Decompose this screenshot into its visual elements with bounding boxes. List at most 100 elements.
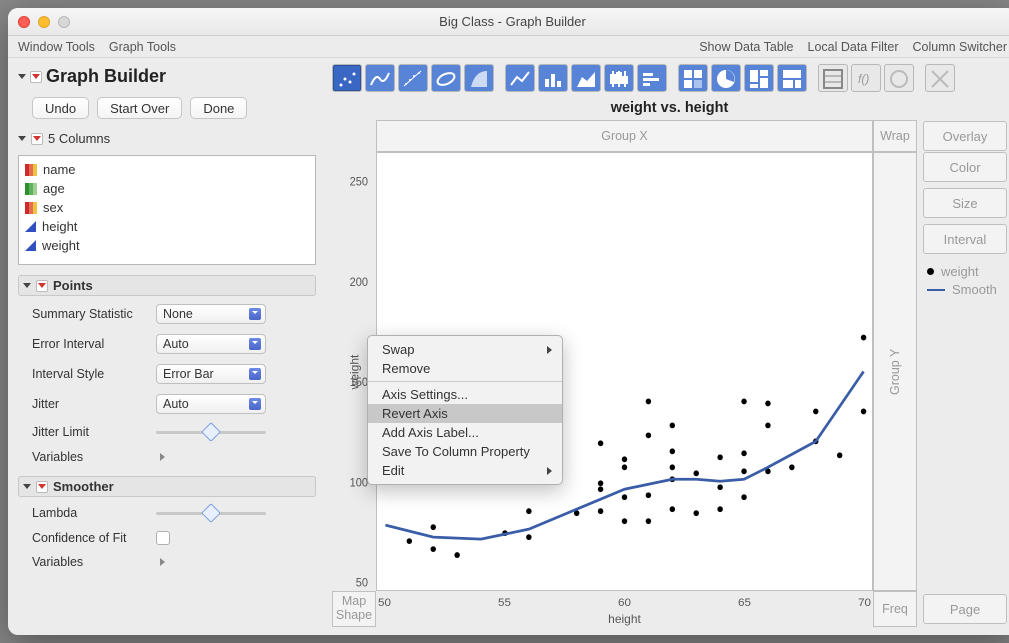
toolbar-element-4[interactable] xyxy=(464,64,494,92)
error-interval-label: Error Interval xyxy=(32,337,150,351)
toolbar-element-10[interactable] xyxy=(678,64,708,92)
lambda-slider[interactable] xyxy=(156,505,266,521)
summary-stat-select[interactable]: None xyxy=(156,304,266,324)
disclosure-icon[interactable] xyxy=(18,136,26,141)
column-item[interactable]: name xyxy=(25,160,309,179)
column-label: weight xyxy=(42,238,80,253)
menu-item-axis-settings-[interactable]: Axis Settings... xyxy=(368,385,562,404)
jitter-label: Jitter xyxy=(32,397,150,411)
svg-text:50: 50 xyxy=(378,597,391,609)
interval-style-select[interactable]: Error Bar xyxy=(156,364,266,384)
toolbar-element-0[interactable] xyxy=(332,64,362,92)
page-dropzone[interactable]: Page xyxy=(923,594,1007,624)
toolbar-element-13[interactable] xyxy=(777,64,807,92)
toolbar-element-17[interactable] xyxy=(925,64,955,92)
red-triangle-icon[interactable] xyxy=(30,71,42,83)
menu-item-save-to-column-property[interactable]: Save To Column Property xyxy=(368,442,562,461)
disclosure-icon[interactable] xyxy=(23,484,31,489)
menu-item-add-axis-label-[interactable]: Add Axis Label... xyxy=(368,423,562,442)
menu-item-revert-axis[interactable]: Revert Axis xyxy=(368,404,562,423)
column-item[interactable]: weight xyxy=(25,236,309,255)
map-shape-dropzone[interactable]: Map Shape xyxy=(332,591,376,627)
red-triangle-icon[interactable] xyxy=(31,133,43,145)
smoother-variables-label: Variables xyxy=(32,555,150,569)
svg-text:65: 65 xyxy=(738,597,751,609)
color-dropzone[interactable]: Color xyxy=(923,152,1007,182)
svg-text:150: 150 xyxy=(350,375,369,389)
toolbar-element-7[interactable] xyxy=(571,64,601,92)
jitter-limit-label: Jitter Limit xyxy=(32,425,150,439)
undo-button[interactable]: Undo xyxy=(32,97,89,119)
toolbar-element-8[interactable] xyxy=(604,64,634,92)
chevron-right-icon[interactable] xyxy=(160,453,165,461)
columns-header: 5 Columns xyxy=(48,131,110,146)
svg-text:50: 50 xyxy=(356,576,369,590)
columns-list: name age sexheight weight xyxy=(18,155,316,265)
menu-item-edit[interactable]: Edit xyxy=(368,461,562,480)
legend-smooth-label: Smooth xyxy=(952,282,997,297)
chart-title: weight vs. height xyxy=(332,100,1007,116)
overlay-dropzone[interactable]: Overlay xyxy=(923,121,1007,151)
context-menu: SwapRemove Axis Settings...Revert AxisAdd… xyxy=(367,335,563,485)
red-triangle-icon[interactable] xyxy=(36,481,48,493)
confidence-checkbox[interactable] xyxy=(156,531,170,545)
toolbar-element-2[interactable] xyxy=(398,64,428,92)
toolbar-element-11[interactable] xyxy=(711,64,741,92)
jitter-select[interactable]: Auto xyxy=(156,394,266,414)
points-variables-label: Variables xyxy=(32,450,150,464)
map-shape-label: Map Shape xyxy=(333,595,375,623)
menu-show-data-table[interactable]: Show Data Table xyxy=(699,40,793,54)
start-over-button[interactable]: Start Over xyxy=(97,97,182,119)
menu-item-remove[interactable]: Remove xyxy=(368,359,562,378)
x-axis-label: height xyxy=(608,612,641,626)
toolbar-element-5[interactable] xyxy=(505,64,535,92)
toolbar-element-14[interactable] xyxy=(818,64,848,92)
summary-stat-label: Summary Statistic xyxy=(32,307,150,321)
group-y-dropzone[interactable]: Group Y xyxy=(873,152,917,591)
chevron-right-icon[interactable] xyxy=(160,558,165,566)
menu-window-tools[interactable]: Window Tools xyxy=(18,40,95,54)
legend-marker-icon xyxy=(927,268,934,275)
nominal-red-icon xyxy=(25,164,37,176)
menubar: Window Tools Graph Tools Show Data Table… xyxy=(8,36,1009,58)
points-title: Points xyxy=(53,278,93,293)
menu-local-data-filter[interactable]: Local Data Filter xyxy=(808,40,899,54)
toolbar-element-16[interactable] xyxy=(884,64,914,92)
toolbar-element-3[interactable] xyxy=(431,64,461,92)
toolbar-element-12[interactable] xyxy=(744,64,774,92)
size-dropzone[interactable]: Size xyxy=(923,188,1007,218)
continuous-icon xyxy=(25,221,36,232)
column-item[interactable]: height xyxy=(25,217,309,236)
points-section-header[interactable]: Points xyxy=(18,275,316,296)
column-label: name xyxy=(43,162,76,177)
toolbar-element-9[interactable] xyxy=(637,64,667,92)
svg-text:55: 55 xyxy=(498,597,511,609)
continuous-icon xyxy=(25,240,36,251)
red-triangle-icon[interactable] xyxy=(36,280,48,292)
smoother-section-header[interactable]: Smoother xyxy=(18,476,316,497)
svg-text:200: 200 xyxy=(350,275,369,289)
disclosure-icon[interactable] xyxy=(18,74,26,79)
error-interval-select[interactable]: Auto xyxy=(156,334,266,354)
menu-item-swap[interactable]: Swap xyxy=(368,340,562,359)
interval-dropzone[interactable]: Interval xyxy=(923,224,1007,254)
column-item[interactable]: age xyxy=(25,179,309,198)
group-x-dropzone[interactable]: Group X xyxy=(376,120,873,152)
lambda-label: Lambda xyxy=(32,506,150,520)
wrap-dropzone[interactable]: Wrap xyxy=(873,120,917,152)
toolbar-element-6[interactable] xyxy=(538,64,568,92)
jitter-limit-slider[interactable] xyxy=(156,424,266,440)
menu-graph-tools[interactable]: Graph Tools xyxy=(109,40,176,54)
svg-text:f(): f() xyxy=(858,72,869,86)
menu-column-switcher[interactable]: Column Switcher xyxy=(913,40,1007,54)
disclosure-icon[interactable] xyxy=(23,283,31,288)
window: Big Class - Graph Builder Window Tools G… xyxy=(8,8,1009,635)
toolbar-element-1[interactable] xyxy=(365,64,395,92)
column-item[interactable]: sex xyxy=(25,198,309,217)
svg-text:60: 60 xyxy=(618,597,631,609)
control-panel: Graph Builder Undo Start Over Done 5 Col… xyxy=(8,58,326,635)
done-button[interactable]: Done xyxy=(190,97,247,119)
toolbar-element-15[interactable]: f() xyxy=(851,64,881,92)
column-label: age xyxy=(43,181,65,196)
freq-dropzone[interactable]: Freq xyxy=(873,591,917,627)
